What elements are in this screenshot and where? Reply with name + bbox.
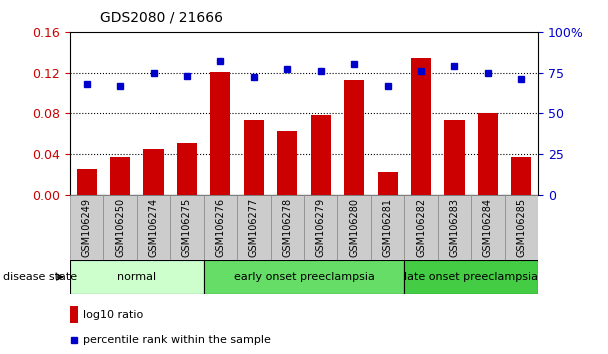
Text: GSM106279: GSM106279 bbox=[316, 198, 326, 257]
Bar bbox=[277, 131, 297, 195]
FancyBboxPatch shape bbox=[70, 195, 103, 260]
FancyBboxPatch shape bbox=[337, 195, 371, 260]
Bar bbox=[210, 72, 230, 195]
Text: GSM106275: GSM106275 bbox=[182, 198, 192, 257]
Bar bbox=[110, 157, 130, 195]
Text: percentile rank within the sample: percentile rank within the sample bbox=[83, 335, 271, 344]
Bar bbox=[511, 157, 531, 195]
Bar bbox=[478, 113, 498, 195]
Text: GSM106249: GSM106249 bbox=[81, 198, 92, 257]
Bar bbox=[411, 58, 431, 195]
FancyBboxPatch shape bbox=[237, 195, 271, 260]
FancyBboxPatch shape bbox=[170, 195, 204, 260]
FancyBboxPatch shape bbox=[204, 260, 404, 294]
Bar bbox=[444, 120, 465, 195]
Bar bbox=[311, 115, 331, 195]
FancyBboxPatch shape bbox=[204, 195, 237, 260]
Text: log10 ratio: log10 ratio bbox=[83, 310, 143, 320]
FancyBboxPatch shape bbox=[70, 260, 204, 294]
Text: normal: normal bbox=[117, 272, 156, 282]
FancyBboxPatch shape bbox=[103, 195, 137, 260]
Text: GSM106282: GSM106282 bbox=[416, 198, 426, 257]
FancyBboxPatch shape bbox=[404, 260, 538, 294]
Bar bbox=[70, 306, 78, 323]
Text: early onset preeclampsia: early onset preeclampsia bbox=[233, 272, 375, 282]
Bar bbox=[143, 149, 164, 195]
Text: GSM106276: GSM106276 bbox=[215, 198, 226, 257]
Text: GSM106277: GSM106277 bbox=[249, 198, 259, 257]
Text: GSM106283: GSM106283 bbox=[449, 198, 460, 257]
Text: GSM106250: GSM106250 bbox=[115, 198, 125, 257]
FancyBboxPatch shape bbox=[271, 195, 304, 260]
Text: GSM106278: GSM106278 bbox=[282, 198, 292, 257]
Bar bbox=[77, 169, 97, 195]
Bar bbox=[344, 80, 364, 195]
FancyBboxPatch shape bbox=[304, 195, 337, 260]
Bar bbox=[177, 143, 197, 195]
Text: GSM106284: GSM106284 bbox=[483, 198, 493, 257]
Text: GDS2080 / 21666: GDS2080 / 21666 bbox=[100, 11, 223, 25]
Bar bbox=[244, 120, 264, 195]
Text: GSM106281: GSM106281 bbox=[382, 198, 393, 257]
Text: GSM106280: GSM106280 bbox=[349, 198, 359, 257]
Text: disease state: disease state bbox=[3, 272, 77, 282]
Text: GSM106274: GSM106274 bbox=[148, 198, 159, 257]
Bar bbox=[378, 172, 398, 195]
FancyBboxPatch shape bbox=[371, 195, 404, 260]
FancyBboxPatch shape bbox=[404, 195, 438, 260]
Text: GSM106285: GSM106285 bbox=[516, 198, 527, 257]
FancyBboxPatch shape bbox=[137, 195, 170, 260]
FancyBboxPatch shape bbox=[438, 195, 471, 260]
Text: late onset preeclampsia: late onset preeclampsia bbox=[404, 272, 538, 282]
FancyBboxPatch shape bbox=[505, 195, 538, 260]
FancyBboxPatch shape bbox=[471, 195, 505, 260]
